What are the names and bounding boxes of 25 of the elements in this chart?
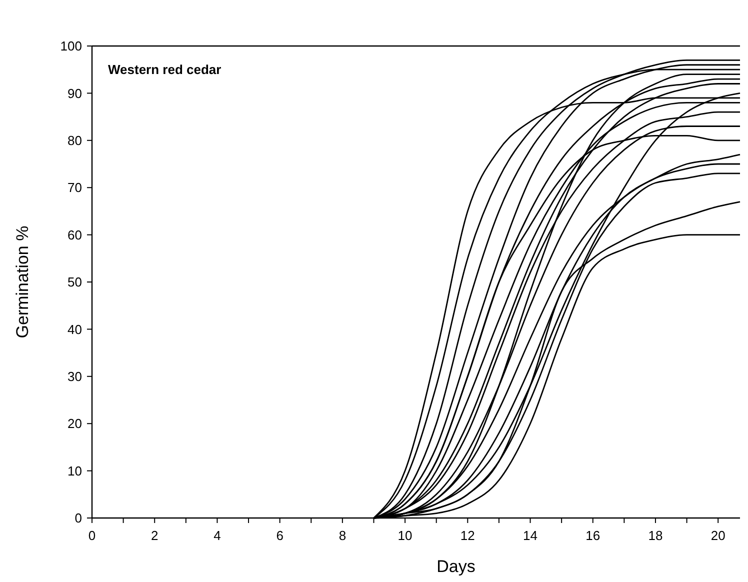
x-axis-title: Days xyxy=(436,557,476,576)
y-tick-label: 80 xyxy=(68,132,82,148)
y-tick-label: 10 xyxy=(68,463,82,478)
x-tick-label: 2 xyxy=(150,528,158,543)
y-tick-label: 20 xyxy=(68,416,82,432)
x-tick-label: 8 xyxy=(338,528,346,543)
x-tick-label: 20 xyxy=(710,528,726,543)
y-tick-label: 30 xyxy=(68,368,82,384)
x-tick-label: 10 xyxy=(398,528,412,543)
x-tick-label: 14 xyxy=(523,528,538,543)
y-tick-label: 40 xyxy=(68,322,82,337)
x-tick-label: 6 xyxy=(276,528,284,543)
x-tick-label: 12 xyxy=(460,528,475,543)
y-tick-label: 90 xyxy=(68,86,82,101)
x-tick-label: 18 xyxy=(648,528,663,543)
y-tick-label: 50 xyxy=(68,274,82,290)
text: Western red cedar xyxy=(108,62,222,77)
y-tick-label: 0 xyxy=(74,510,82,526)
x-tick-label: 16 xyxy=(586,528,600,543)
x-tick-label: 4 xyxy=(214,528,221,543)
y-tick-label: 70 xyxy=(68,180,82,196)
x-tick-label: 0 xyxy=(88,528,96,543)
y-tick-label: 60 xyxy=(68,227,82,242)
y-tick-label: 100 xyxy=(60,38,82,54)
y-axis-title: Germination % xyxy=(13,226,32,338)
